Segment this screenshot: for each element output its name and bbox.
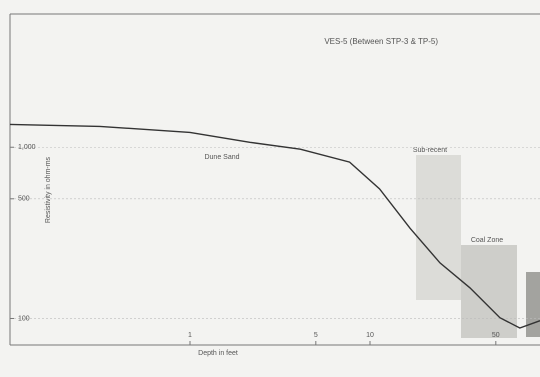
y-axis-label: Resistivity in ohm-ms (45, 156, 52, 223)
line-series (9, 123, 540, 329)
y-tick-label: 500 (18, 196, 30, 203)
zone-sub-recent (416, 155, 461, 300)
y-tick-label: 1,000 (18, 144, 36, 151)
zone-right (526, 272, 540, 337)
y-tick-label: 100 (18, 315, 30, 322)
annotation: Coal Zone (471, 237, 503, 244)
x-tick-label: 10 (366, 332, 374, 339)
zone-coal (461, 245, 517, 338)
x-tick-label: 1 (188, 332, 192, 339)
annotation: Sub-recent (413, 147, 447, 154)
x-tick-label: 5 (314, 332, 318, 339)
x-tick-label: 50 (492, 332, 500, 339)
annotation: Dune Sand (204, 154, 239, 161)
chart-title: VES-5 (Between STP-3 & TP-5) (324, 37, 438, 46)
x-axis-label: Depth in feet (198, 350, 238, 357)
